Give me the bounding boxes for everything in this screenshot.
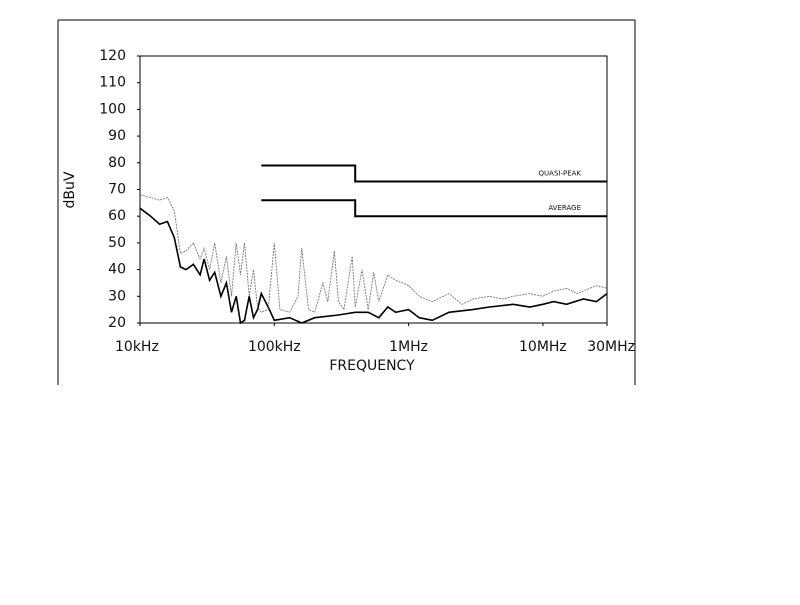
limit-label: AVERAGE: [548, 204, 581, 212]
limit-line: [261, 164, 607, 183]
y-tick-label: 60: [108, 208, 126, 224]
y-tick-label: 70: [108, 182, 126, 198]
limit-line: [261, 199, 607, 218]
y-tick-label: 40: [108, 262, 126, 278]
x-tick-label: 30MHz: [587, 339, 635, 355]
y-tick-label: 20: [108, 315, 126, 331]
y-tick-label: 80: [108, 155, 126, 171]
y-tick-label: 90: [108, 128, 126, 144]
y-tick-label: 50: [108, 235, 126, 251]
y-tick-label: 120: [99, 48, 126, 64]
x-tick-label: 10MHz: [519, 339, 567, 355]
limit-label: QUASI-PEAK: [539, 169, 582, 177]
y-axis-label: dBuV: [62, 171, 78, 208]
x-tick-label: 100kHz: [248, 339, 301, 355]
y-tick-label: 100: [99, 101, 126, 117]
y-tick-label: 30: [108, 288, 126, 304]
plot-area: [139, 55, 608, 324]
trace: [139, 207, 608, 325]
x-tick-label: 10kHz: [115, 339, 159, 355]
x-tick-label: 1MHz: [389, 339, 428, 355]
y-tick-label: 110: [99, 75, 126, 91]
x-axis-label: FREQUENCY: [329, 358, 415, 374]
trace: [139, 194, 608, 313]
